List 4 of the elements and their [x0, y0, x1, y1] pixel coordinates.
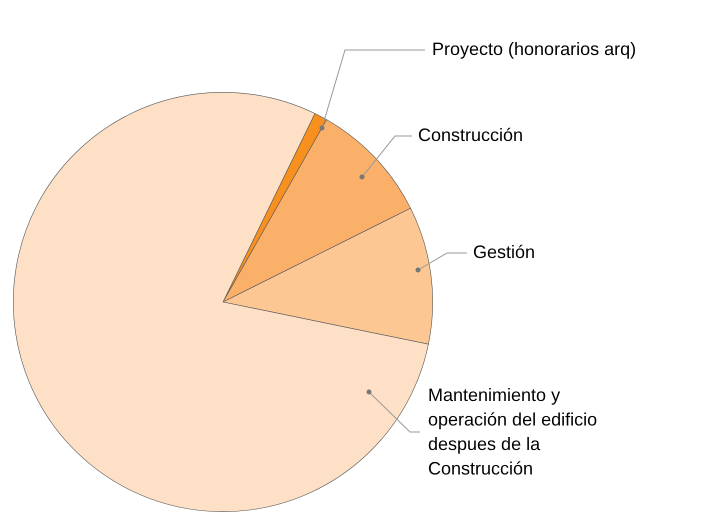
slice-label: Construcción	[418, 124, 524, 145]
slice-label: Proyecto (honorarios arq)	[432, 38, 636, 59]
slice-label: Mantenimiento y operación del edificio despues de la Construcción	[428, 384, 598, 478]
slice-label: Gestión	[473, 242, 536, 262]
